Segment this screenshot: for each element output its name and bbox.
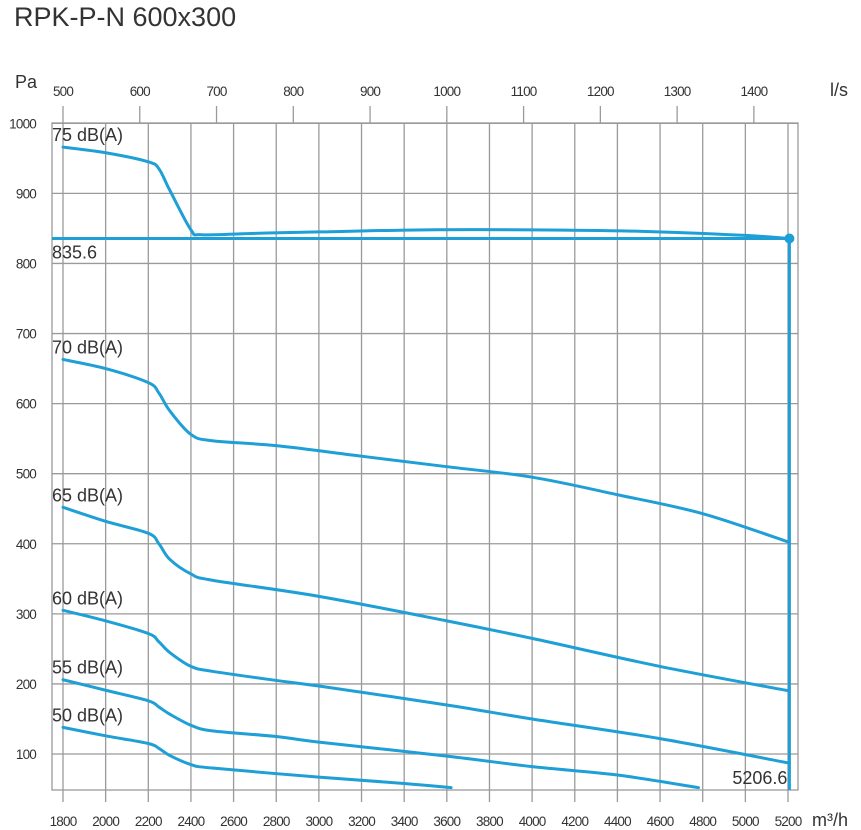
curve-label: 60 dB(A) [52,588,123,608]
y-axis-label: Pa [15,72,38,92]
chart-title: RPK-P-N 600x300 [14,2,237,32]
curve-label: 65 dB(A) [52,485,123,505]
curve-label: 75 dB(A) [52,125,123,145]
x2-tick-label: 1200 [587,84,614,99]
curve-55db [61,678,700,790]
x-tick-label: 5000 [732,814,759,829]
x-tick-label: 2600 [220,814,247,829]
x2-tick-label: 700 [206,84,226,99]
x-tick-label: 2000 [92,814,119,829]
x-tick-label: 3400 [391,814,418,829]
operating-point-marker [784,233,795,244]
x-tick-label: 3200 [348,814,375,829]
curve-75db [61,145,791,241]
x-tick-label: 4000 [519,814,546,829]
curve-70db [61,357,791,544]
y-tick-label: 1000 [9,116,36,131]
y-tick-label: 300 [16,607,36,622]
plot-frame [51,122,799,791]
y-tick-label: 500 [16,467,36,482]
x-axis-label: m³/h [812,810,848,830]
x-tick-label: 2200 [135,814,162,829]
y-tick-label: 100 [16,747,36,762]
x2-tick-label: 1300 [664,84,691,99]
x-tick-label: 4200 [561,814,588,829]
x-tick-label: 3000 [305,814,332,829]
curve-label: 50 dB(A) [52,705,123,725]
curve-60db [61,608,791,765]
x2-tick-label: 600 [130,84,150,99]
x-tick-label: 3800 [476,814,503,829]
x-tick-label: 2800 [263,814,290,829]
y-tick-label: 400 [16,537,36,552]
pressure-value-label: 835.6 [52,243,97,263]
x2-tick-label: 1000 [433,84,460,99]
x2-tick-label: 500 [53,84,73,99]
curve-label: 70 dB(A) [52,337,123,357]
x2-tick-label: 1100 [511,84,537,99]
x-tick-label: 1800 [50,814,77,829]
x2-tick-label: 800 [283,84,303,99]
x-tick-label: 4800 [689,814,716,829]
x-tick-label: 2400 [178,814,205,829]
y-tick-label: 600 [16,397,36,412]
x-tick-label: 4600 [647,814,674,829]
x-tick-label: 3600 [433,814,460,829]
flow-value-label: 5206.6 [732,768,787,788]
y-tick-label: 800 [16,256,36,271]
curve-50db [61,725,453,790]
y-tick-label: 200 [16,677,36,692]
curve-65db [61,505,791,693]
y-tick-label: 700 [16,327,36,342]
x2-tick-label: 1400 [740,84,767,99]
curve-label: 55 dB(A) [52,658,123,678]
x2-axis-label: l/s [830,80,848,100]
y-tick-label: 900 [16,186,36,201]
x2-tick-label: 900 [360,84,380,99]
x-tick-label: 5200 [775,814,802,829]
x-tick-label: 4400 [604,814,631,829]
